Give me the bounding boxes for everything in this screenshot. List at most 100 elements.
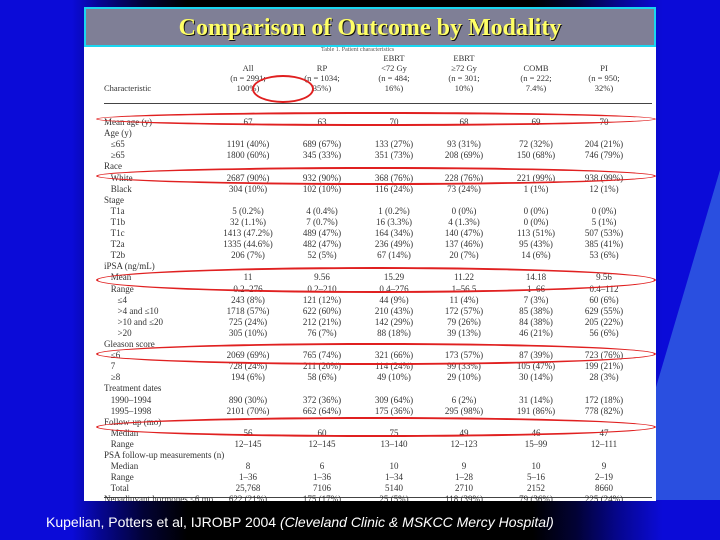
table-row: ≤65 1191 (40%) 689 (67%) 133 (27%) 93 (31%) 7… [96,139,648,150]
highlight-oval [96,167,656,185]
table-cell: 73 (24%) [447,183,481,194]
table-cell: 44 (9%) [379,294,409,305]
highlight-oval [252,75,314,103]
table-cell: 25,768 [235,483,261,494]
table-cell: 6 (2%) [451,394,477,405]
table-cell: 5 (1%) [591,216,617,227]
table-cell: 72 (32%) [519,139,553,150]
table-row: >10 and ≤20 725 (24%) 212 (21%) 142 (29%) 79… [96,317,648,328]
table-cell: 1335 (44.6%) [223,239,273,250]
table-cell: 629 (55%) [584,305,624,316]
table-cell: 5–16 [527,472,545,483]
table-row: 1990–1994 890 (30%) 372 (36%) 309 (64%) 6 (2… [96,395,648,406]
table-cell: 84 (38%) [519,316,553,327]
row-label: Black [104,183,132,194]
table-cell: 0 (0%) [451,205,477,216]
table-cell: 31 (14%) [519,394,553,405]
table-cell: 6 [319,461,325,472]
table-cell: 206 (7%) [231,250,265,261]
table-row: T1b 32 (1.1%) 7 (0.7%) 16 (3.3%) 4 (1.3%) 0 (… [96,217,648,228]
table-cell: 39 (13%) [447,327,481,338]
table-row: Black 304 (10%) 102 (10%) 116 (24%) 73 (24%)… [96,184,648,195]
table-cell: 105 (47%) [516,361,556,372]
table-cell: 309 (64%) [374,394,414,405]
table-cell: 10 [531,461,541,472]
highlight-oval [96,267,656,293]
row-label: Age (y) [104,128,132,139]
row-label: T1b [104,216,126,227]
table-cell: 67 (14%) [377,250,411,261]
table-caption: Table 1. Patient characteristics [321,47,395,53]
table-cell: 46 (21%) [519,327,553,338]
highlight-oval [96,343,656,365]
table-cell: 118 (39%) [445,494,483,501]
table-cell: 20 (7%) [449,250,479,261]
table-cell: 58 (6%) [307,372,337,383]
column-header: PI (n = 950; 32%) [588,63,620,93]
table-cell: 725 (24%) [228,316,268,327]
citation-footer: Kupelian, Potters et al, IJROBP 2004 (Cl… [46,514,554,530]
table-cell: 12 (1%) [589,183,619,194]
row-label: >10 and ≤20 [104,316,164,327]
highlight-oval [96,112,656,126]
table-cell: 25 (5%) [379,494,409,501]
table-cell: 29 (10%) [447,372,481,383]
table-row: T2a 1335 (44.6%) 482 (47%) 236 (49%) 137 (46… [96,239,648,250]
table-cell: 137 (46%) [444,239,484,250]
table-cell: 93 (31%) [447,139,481,150]
row-label: T2b [104,250,126,261]
table-cell: 345 (33%) [302,150,342,161]
table-cell: 746 (79%) [584,150,624,161]
table-cell: 2152 [527,483,545,494]
table-cell: 489 (47%) [302,228,342,238]
scanned-table: Table 1. Patient characteristics All (n =… [84,47,656,501]
table-cell: 12–145 [234,438,262,449]
row-label: Stage [104,194,124,205]
table-cell: 133 (27%) [374,139,414,150]
table-cell: 140 (47%) [444,228,484,238]
table-cell: 85 (38%) [519,305,553,316]
table-cell: 7 (3%) [523,294,549,305]
table-row: Range 12–145 12–145 13–140 12–123 15–99 12–111 [96,439,648,450]
table-row: >20 305 (10%) 76 (7%) 88 (18%) 39 (13%) 46 (2… [96,328,648,339]
table-row: Gleason score [96,339,648,350]
table-cell: 295 (98%) [444,405,484,416]
table-cell: 53 (6%) [589,250,619,261]
table-cell: 30 (14%) [519,372,553,383]
table-cell: 689 (67%) [302,139,342,150]
row-label: 1995–1998 [104,405,152,416]
table-cell: 622 (60%) [302,305,342,316]
table-row: T1c 1413 (47.2%) 489 (47%) 164 (34%) 140 (47… [96,228,648,239]
table-cell: 1413 (47.2%) [223,228,273,238]
row-label: PSA follow-up measurements (n) [104,450,225,460]
table-rule [104,103,652,104]
table-cell: 60 (6%) [589,294,619,305]
table-cell: 172 (57%) [444,305,484,316]
slide-title-box: Comparison of Outcome by Modality [84,7,656,47]
table-row: Treatment dates [96,383,648,394]
table-cell: 0 (0%) [523,205,549,216]
table-cell: 2–19 [595,472,613,483]
table-row: Age (y) [96,128,648,139]
table-cell: 142 (29%) [374,316,414,327]
table-row: >4 and ≤10 1718 (57%) 622 (60%) 210 (43%) 17… [96,306,648,317]
table-cell: 28 (3%) [589,372,619,383]
column-header: RP (n = 1034; 35%) [304,63,340,93]
row-label: iPSA (ng/mL) [104,261,155,272]
table-cell: 12–111 [590,438,618,449]
table-cell: 728 (24%) [228,361,268,372]
table-cell: 175 (36%) [374,405,414,416]
row-label: Range [104,472,134,483]
table-cell: 1718 (57%) [226,305,270,316]
table-row: Stage [96,195,648,206]
row-label: >4 and ≤10 [104,305,159,316]
table-row: iPSA (ng/mL) [96,261,648,272]
table-cell: 52 (5%) [307,250,337,261]
table-cell: 1191 (40%) [226,139,270,150]
row-label: Gleason score [104,339,155,349]
row-label: 1990–1994 [104,394,152,405]
table-cell: 114 (24%) [375,361,413,372]
characteristic-header: Characteristic [104,83,152,93]
table-cell: 191 (86%) [516,405,556,416]
table-cell: 1 (1%) [523,183,549,194]
